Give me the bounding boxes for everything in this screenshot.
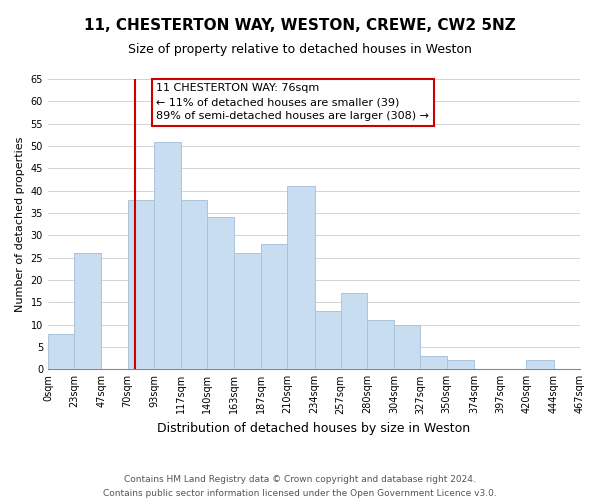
Bar <box>208 218 233 370</box>
Bar <box>181 200 208 370</box>
Text: 11 CHESTERTON WAY: 76sqm
← 11% of detached houses are smaller (39)
89% of semi-d: 11 CHESTERTON WAY: 76sqm ← 11% of detach… <box>156 84 429 122</box>
Bar <box>394 324 421 370</box>
Bar <box>128 200 154 370</box>
Bar <box>74 253 101 370</box>
Y-axis label: Number of detached properties: Number of detached properties <box>15 136 25 312</box>
Text: Contains HM Land Registry data © Crown copyright and database right 2024.
Contai: Contains HM Land Registry data © Crown c… <box>103 476 497 498</box>
Bar <box>314 311 341 370</box>
Bar <box>526 360 554 370</box>
Bar <box>48 334 74 370</box>
Bar <box>421 356 446 370</box>
Bar <box>287 186 314 370</box>
X-axis label: Distribution of detached houses by size in Weston: Distribution of detached houses by size … <box>157 422 470 435</box>
Bar <box>261 244 287 370</box>
Bar <box>341 294 367 370</box>
Bar <box>154 142 181 370</box>
Bar <box>233 253 261 370</box>
Bar <box>367 320 394 370</box>
Text: Size of property relative to detached houses in Weston: Size of property relative to detached ho… <box>128 42 472 56</box>
Text: 11, CHESTERTON WAY, WESTON, CREWE, CW2 5NZ: 11, CHESTERTON WAY, WESTON, CREWE, CW2 5… <box>84 18 516 32</box>
Bar <box>446 360 474 370</box>
